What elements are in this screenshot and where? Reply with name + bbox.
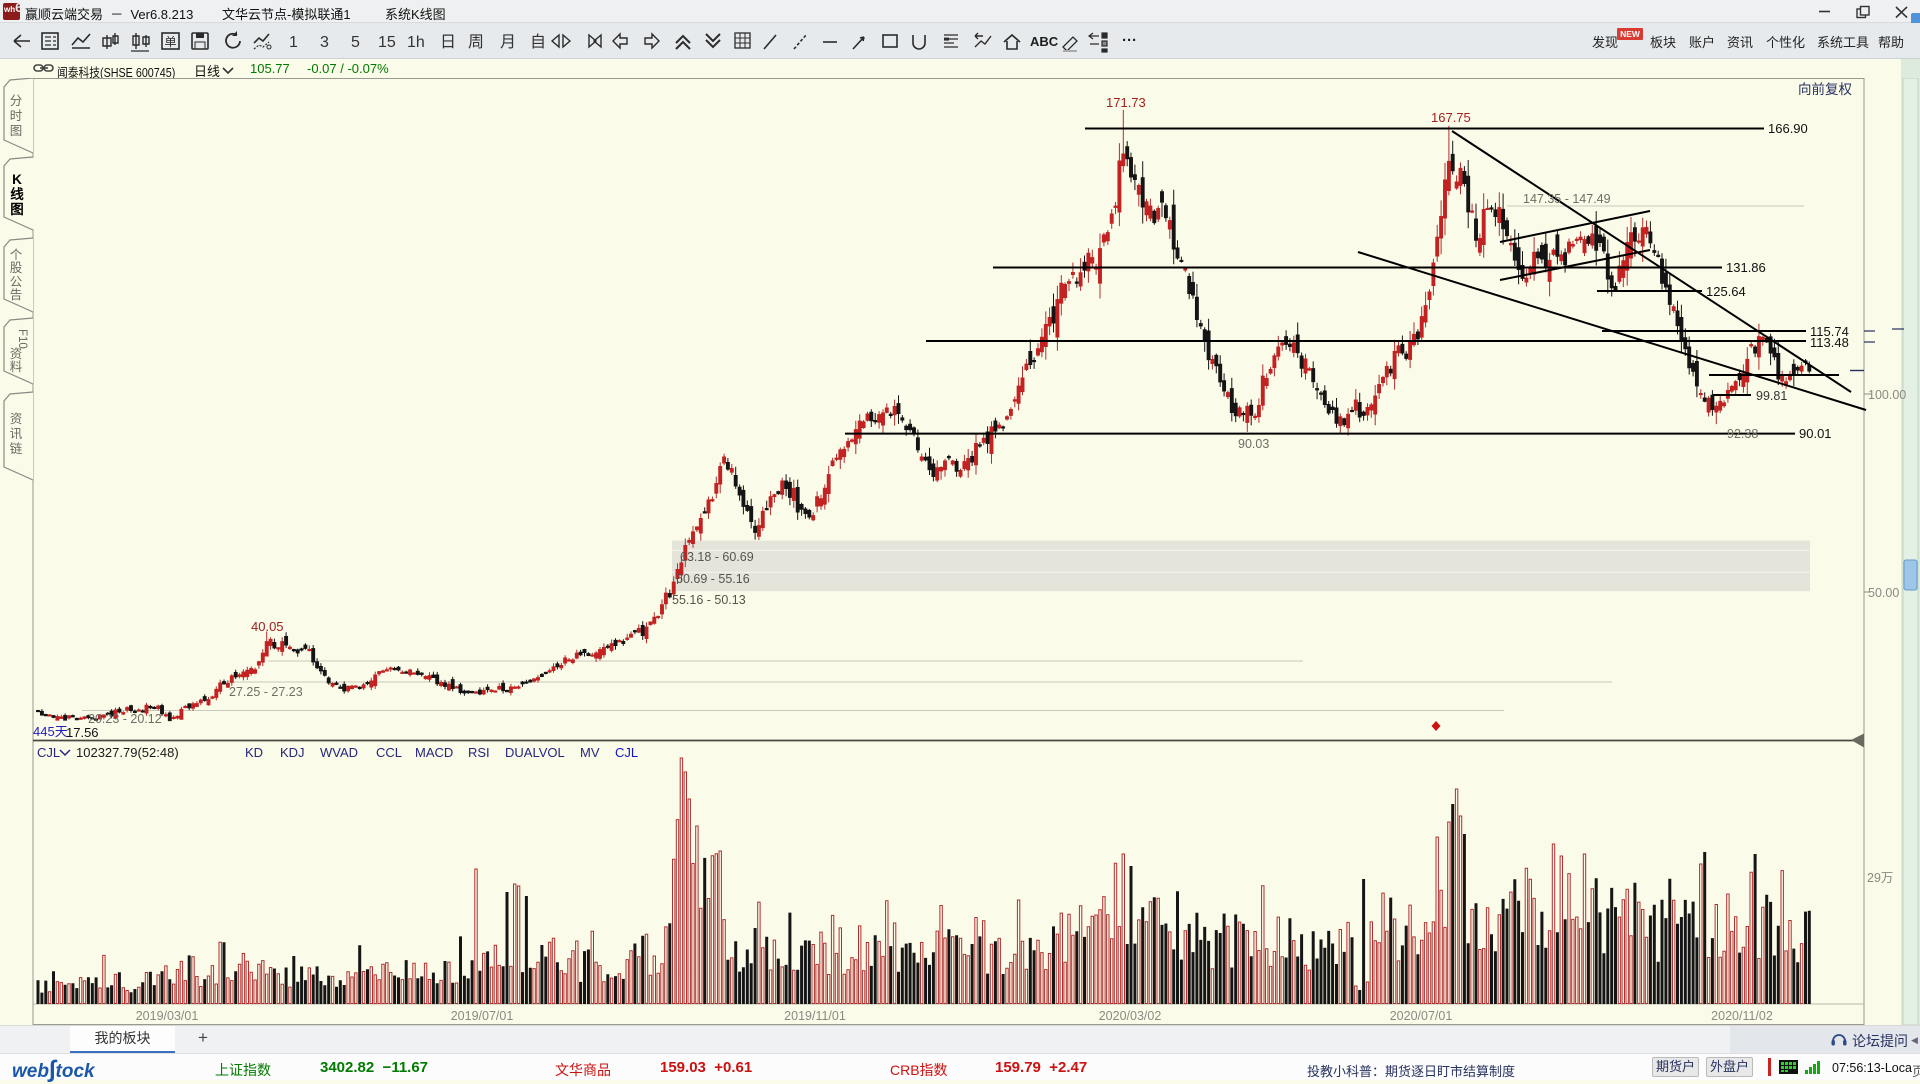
- svg-text:60.69 - 55.16: 60.69 - 55.16: [676, 572, 750, 586]
- svg-text:167.75: 167.75: [1431, 110, 1471, 125]
- svg-text:告: 告: [10, 288, 23, 302]
- svg-text:147.35 - 147.49: 147.35 - 147.49: [1523, 192, 1611, 206]
- svg-text:27.25 - 27.23: 27.25 - 27.23: [229, 685, 303, 699]
- svg-text:讯: 讯: [10, 427, 23, 441]
- svg-text:周: 周: [468, 34, 484, 51]
- svg-text:WVAD: WVAD: [320, 745, 358, 760]
- svg-text:1h: 1h: [407, 34, 425, 51]
- svg-text:29万: 29万: [1867, 871, 1893, 885]
- svg-text:时: 时: [10, 109, 23, 123]
- svg-text:50.00: 50.00: [1868, 586, 1899, 600]
- svg-text:90.03: 90.03: [1238, 437, 1269, 451]
- svg-text:个: 个: [10, 248, 23, 262]
- svg-text:115.74: 115.74: [1810, 324, 1849, 339]
- svg-text:MV: MV: [580, 745, 600, 760]
- svg-text:KDJ: KDJ: [280, 745, 305, 760]
- svg-text:1: 1: [289, 34, 298, 51]
- svg-text:2020/03/02: 2020/03/02: [1099, 1009, 1162, 1023]
- svg-text:CJL: CJL: [37, 745, 60, 760]
- svg-text:15: 15: [378, 34, 396, 51]
- svg-text:RSI: RSI: [468, 745, 490, 760]
- svg-text:MACD: MACD: [415, 745, 453, 760]
- svg-text:单: 单: [164, 35, 176, 49]
- svg-text:63.18 - 60.69: 63.18 - 60.69: [680, 550, 754, 564]
- svg-text:171.73: 171.73: [1106, 95, 1146, 110]
- svg-text:···: ···: [1122, 32, 1137, 49]
- svg-text:100.00: 100.00: [1868, 388, 1906, 402]
- svg-text:2019/11/01: 2019/11/01: [784, 1009, 846, 1023]
- svg-text:月: 月: [500, 34, 516, 51]
- svg-text:图: 图: [10, 124, 23, 138]
- svg-text:5: 5: [351, 34, 360, 51]
- svg-text:131.86: 131.86: [1726, 260, 1766, 275]
- svg-text:17.56: 17.56: [66, 725, 99, 740]
- svg-text:166.90: 166.90: [1768, 121, 1808, 136]
- svg-text:链: 链: [10, 441, 23, 456]
- svg-text:K: K: [12, 172, 22, 187]
- svg-text:图: 图: [10, 202, 24, 217]
- svg-text:20.23 - 20.12: 20.23 - 20.12: [88, 712, 162, 726]
- svg-text:445天: 445天: [33, 724, 68, 739]
- svg-text:40.05: 40.05: [251, 619, 284, 634]
- svg-text:分: 分: [10, 94, 23, 108]
- svg-text:CCL: CCL: [376, 745, 402, 760]
- svg-text:99.81: 99.81: [1756, 389, 1787, 403]
- svg-text:资: 资: [10, 412, 23, 426]
- svg-text:股: 股: [10, 261, 23, 275]
- svg-text:料: 料: [10, 360, 23, 374]
- svg-text:ABC: ABC: [1030, 34, 1059, 49]
- svg-text:2020/11/02: 2020/11/02: [1711, 1009, 1773, 1023]
- svg-text:F10: F10: [16, 329, 28, 349]
- svg-text:125.64: 125.64: [1706, 284, 1746, 299]
- svg-text:自: 自: [530, 33, 546, 51]
- svg-text:113.48: 113.48: [1810, 335, 1849, 350]
- svg-text:CJL: CJL: [615, 745, 638, 760]
- svg-text:线: 线: [10, 186, 24, 202]
- svg-text:92.38: 92.38: [1727, 427, 1758, 441]
- svg-text:102327.79(52:48): 102327.79(52:48): [76, 745, 179, 760]
- svg-text:资: 资: [10, 347, 23, 361]
- svg-text:55.16 - 50.13: 55.16 - 50.13: [672, 593, 746, 607]
- svg-text:DUALVOL: DUALVOL: [505, 745, 565, 760]
- svg-text:KD: KD: [245, 745, 263, 760]
- svg-text:90.01: 90.01: [1799, 426, 1832, 441]
- svg-text:2019/07/01: 2019/07/01: [451, 1009, 514, 1023]
- svg-text:向前复权: 向前复权: [1798, 81, 1852, 97]
- svg-text:日: 日: [440, 34, 456, 51]
- svg-text:公: 公: [10, 275, 23, 289]
- svg-text:3: 3: [320, 34, 329, 51]
- svg-text:2020/07/01: 2020/07/01: [1390, 1009, 1453, 1023]
- svg-text:2019/03/01: 2019/03/01: [136, 1009, 199, 1023]
